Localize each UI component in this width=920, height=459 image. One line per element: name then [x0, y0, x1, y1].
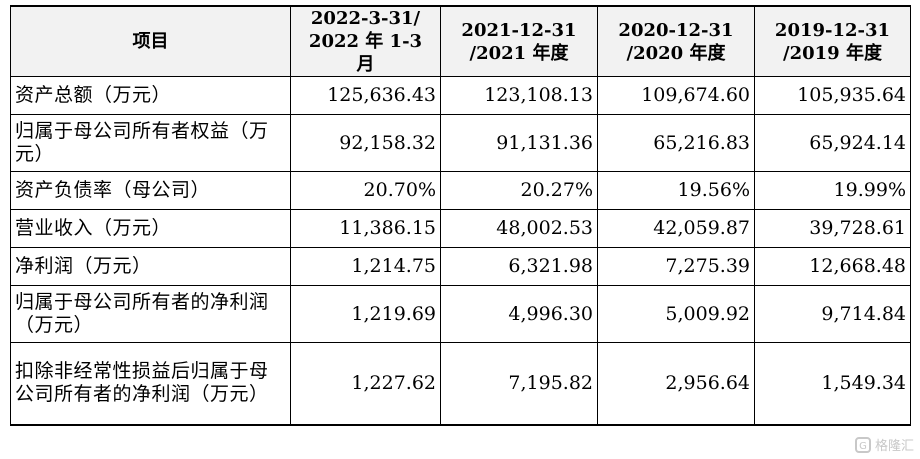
table-row: 净利润（万元） 1,214.75 6,321.98 7,275.39 12,66…: [10, 247, 911, 286]
table-row: 归属于母公司所有者的净利润（万元） 1,219.69 4,996.30 5,00…: [10, 285, 911, 343]
row-label: 归属于母公司所有者的净利润（万元）: [10, 285, 291, 343]
header-line: 2021-12-31: [461, 19, 577, 41]
row-label: 营业收入（万元）: [10, 209, 291, 248]
table-row: 资产负债率（母公司） 20.70% 20.27% 19.56% 19.99%: [10, 171, 911, 210]
table-cell: 5,009.92: [597, 285, 755, 343]
table-cell: 65,924.14: [754, 114, 911, 172]
watermark: G 格隆汇: [854, 435, 914, 454]
table-row: 营业收入（万元） 11,386.15 48,002.53 42,059.87 3…: [10, 209, 911, 248]
header-period-2020: 2020-12-31 /2020 年度: [597, 5, 755, 77]
table-cell: 1,227.62: [290, 342, 441, 426]
table-cell: 1,549.34: [754, 342, 911, 426]
table-cell: 20.27%: [440, 171, 598, 210]
row-label: 归属于母公司所有者权益（万元）: [10, 114, 291, 172]
table-cell: 1,214.75: [290, 247, 441, 286]
table-row: 归属于母公司所有者权益（万元） 92,158.32 91,131.36 65,2…: [10, 114, 911, 172]
header-line: 2022 年 1-3 月: [308, 31, 423, 75]
table-cell: 19.56%: [597, 171, 755, 210]
header-period-2022q1: 2022-3-31/ 2022 年 1-3 月: [290, 5, 441, 77]
financial-table: 项目 2022-3-31/ 2022 年 1-3 月 2021-12-31 /2…: [10, 5, 911, 426]
header-item: 项目: [10, 5, 291, 77]
header-line: 2020-12-31: [618, 19, 734, 41]
header-line: /2021 年度: [469, 42, 569, 64]
row-label: 资产总额（万元）: [10, 76, 291, 115]
table-cell: 39,728.61: [754, 209, 911, 248]
row-label: 扣除非经常性损益后归属于母公司所有者的净利润（万元）: [10, 342, 291, 426]
table-cell: 19.99%: [754, 171, 911, 210]
table-cell: 109,674.60: [597, 76, 755, 115]
table-cell: 7,275.39: [597, 247, 755, 286]
table-cell: 2,956.64: [597, 342, 755, 426]
table-cell: 125,636.43: [290, 76, 441, 115]
table-cell: 12,668.48: [754, 247, 911, 286]
header-line: /2020 年度: [626, 42, 726, 64]
table-cell: 11,386.15: [290, 209, 441, 248]
table-cell: 92,158.32: [290, 114, 441, 172]
table-cell: 9,714.84: [754, 285, 911, 343]
watermark-text: 格隆汇: [874, 439, 914, 454]
table-cell: 4,996.30: [440, 285, 598, 343]
header-line: 2019-12-31: [774, 19, 891, 41]
row-label: 资产负债率（母公司）: [10, 171, 291, 210]
table-cell: 65,216.83: [597, 114, 755, 172]
table-cell: 123,108.13: [440, 76, 598, 115]
table-cell: 42,059.87: [597, 209, 755, 248]
table-cell: 105,935.64: [754, 76, 911, 115]
table-row: 资产总额（万元） 125,636.43 123,108.13 109,674.6…: [10, 76, 911, 115]
header-period-2021: 2021-12-31 /2021 年度: [440, 5, 598, 77]
table-cell: 48,002.53: [440, 209, 598, 248]
table-cell: 6,321.98: [440, 247, 598, 286]
header-period-2019: 2019-12-31 /2019 年度: [754, 5, 911, 77]
row-label: 净利润（万元）: [10, 247, 291, 286]
table-row: 扣除非经常性损益后归属于母公司所有者的净利润（万元） 1,227.62 7,19…: [10, 342, 911, 426]
header-line: 2022-3-31/: [310, 8, 421, 29]
table-cell: 20.70%: [290, 171, 441, 210]
header-line: /2019 年度: [783, 42, 882, 64]
table-cell: 1,219.69: [290, 285, 441, 343]
gelonghui-logo-icon: G: [854, 436, 871, 453]
header-row: 项目 2022-3-31/ 2022 年 1-3 月 2021-12-31 /2…: [10, 5, 911, 77]
table-cell: 91,131.36: [440, 114, 598, 172]
table-cell: 7,195.82: [440, 342, 598, 426]
